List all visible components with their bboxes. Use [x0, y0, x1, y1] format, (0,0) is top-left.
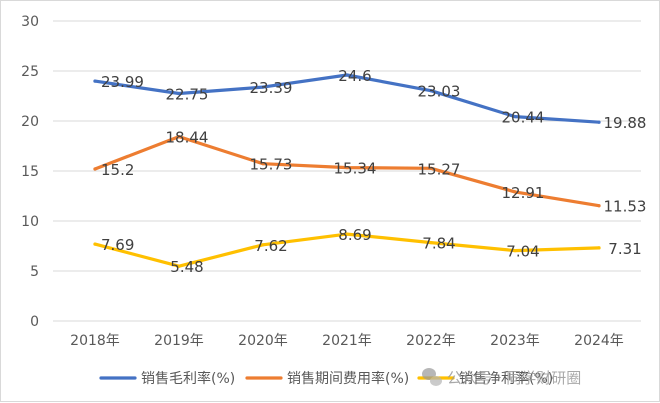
data-point: [177, 264, 181, 268]
x-tick-label: 2023年: [490, 333, 540, 349]
data-label: 12.91: [502, 184, 545, 202]
data-label: 7.62: [254, 237, 287, 255]
data-point: [93, 242, 97, 246]
data-label: 15.73: [250, 156, 293, 174]
data-label: 24.6: [338, 67, 371, 85]
data-point: [597, 204, 601, 208]
data-point: [345, 232, 349, 236]
data-point: [261, 243, 265, 247]
data-label: 7.31: [608, 240, 641, 258]
data-label: 18.44: [166, 129, 209, 147]
data-label: 11.53: [604, 198, 647, 216]
data-point: [345, 73, 349, 77]
legend-label-2: 销售期间费用率(%): [287, 370, 409, 387]
legend-label-1: 销售毛利率(%): [141, 370, 235, 387]
data-point: [177, 135, 181, 139]
data-point: [513, 190, 517, 194]
data-point: [597, 120, 601, 124]
data-label: 7.84: [422, 235, 455, 253]
y-tick-label: 0: [30, 314, 39, 330]
data-label: 23.03: [418, 83, 461, 101]
data-label: 22.75: [166, 86, 209, 104]
data-label: 23.39: [250, 79, 293, 97]
legend-label-3: 销售净利率(%): [459, 370, 553, 387]
data-label: 7.69: [101, 236, 134, 254]
x-tick-label: 2020年: [238, 333, 288, 349]
data-point: [597, 246, 601, 250]
data-label: 8.69: [338, 226, 371, 244]
data-point: [429, 166, 433, 170]
data-point: [93, 79, 97, 83]
x-tick-label: 2019年: [154, 333, 204, 349]
data-point: [429, 89, 433, 93]
y-tick-label: 10: [21, 214, 39, 230]
x-tick-label: 2018年: [70, 333, 120, 349]
data-label: 15.2: [101, 161, 134, 179]
data-point: [513, 115, 517, 119]
data-label: 20.44: [502, 109, 545, 127]
y-tick-label: 5: [30, 264, 39, 280]
data-label: 7.04: [506, 243, 539, 261]
data-point: [513, 249, 517, 253]
data-point: [93, 167, 97, 171]
x-tick-label: 2024年: [574, 333, 624, 349]
data-point: [261, 85, 265, 89]
y-tick-label: 20: [21, 114, 39, 130]
data-point: [429, 241, 433, 245]
data-label: 15.34: [334, 160, 377, 178]
wechat-icon: [422, 368, 442, 386]
x-tick-label: 2022年: [406, 333, 456, 349]
watermark-text: 公众号 · 同学财研圈: [447, 369, 581, 387]
data-point: [261, 162, 265, 166]
y-tick-label: 25: [21, 64, 39, 80]
y-tick-label: 15: [21, 164, 39, 180]
data-point: [345, 166, 349, 170]
data-label: 5.48: [170, 258, 203, 276]
data-label: 19.88: [604, 114, 647, 132]
data-point: [177, 91, 181, 96]
data-label: 15.27: [418, 160, 461, 178]
data-label: 23.99: [101, 73, 144, 91]
x-tick-label: 2021年: [322, 333, 372, 349]
y-tick-label: 30: [21, 14, 39, 30]
